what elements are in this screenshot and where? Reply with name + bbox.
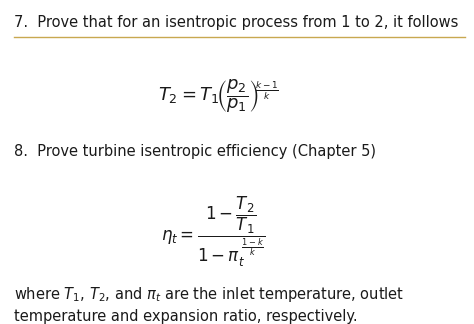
Text: $T_2 = T_1\!\left(\dfrac{p_2}{p_1}\right)^{\!\!\frac{k-1}{k}}$: $T_2 = T_1\!\left(\dfrac{p_2}{p_1}\right… [158,78,278,115]
Text: where $T_1$, $T_2$, and $\pi_t$ are the inlet temperature, outlet
temperature an: where $T_1$, $T_2$, and $\pi_t$ are the … [14,285,405,324]
Text: 8.  Prove turbine isentropic efficiency (Chapter 5): 8. Prove turbine isentropic efficiency (… [14,144,376,159]
Text: 7.  Prove that for an isentropic process from 1 to 2, it follows: 7. Prove that for an isentropic process … [14,15,459,29]
Text: $\eta_t = \dfrac{1 - \dfrac{T_2}{T_1}}{1 - \pi_t^{\;\frac{1-k}{k}}}$: $\eta_t = \dfrac{1 - \dfrac{T_2}{T_1}}{1… [161,194,266,269]
